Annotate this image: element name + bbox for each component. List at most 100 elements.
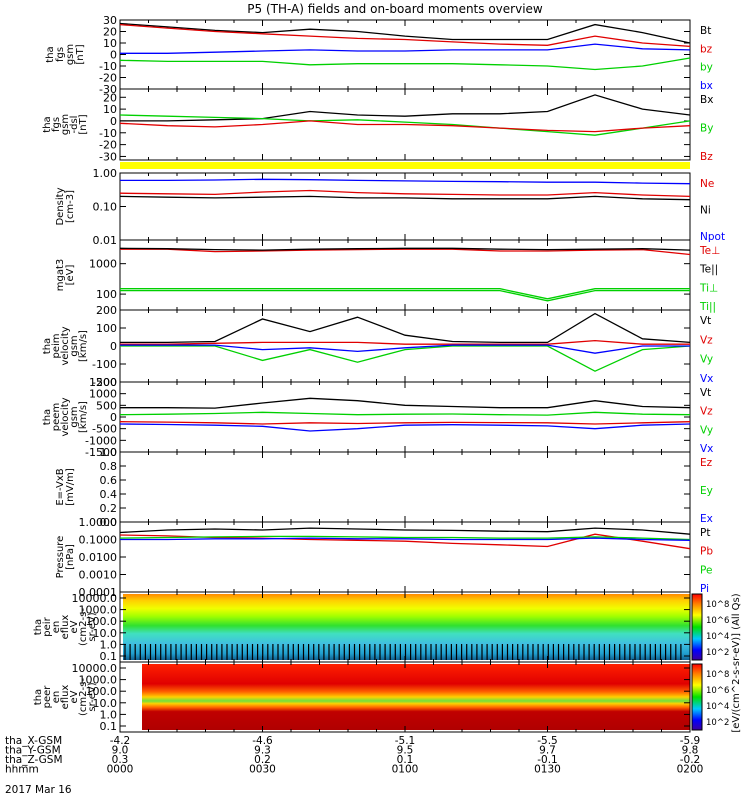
panel-frame bbox=[119, 172, 691, 241]
legend-entry: Ti⊥ bbox=[699, 282, 718, 294]
y-tick-label: 0.1 bbox=[100, 720, 118, 733]
y-tick-label: 10 bbox=[103, 103, 117, 116]
y-axis-label: (cm2-s- bbox=[78, 608, 89, 646]
y-axis-label: [nT] bbox=[75, 44, 86, 64]
y-tick-label: 1.0 bbox=[100, 708, 118, 721]
y-tick-label: 0.0100 bbox=[79, 551, 118, 564]
series-line-peem_velocity-2 bbox=[119, 411, 691, 416]
peer_spectrogram-image bbox=[142, 664, 690, 730]
y-axis-label: (cm2-s- bbox=[78, 678, 89, 716]
series-line-peim_velocity-1 bbox=[120, 339, 690, 345]
legend-entry: Ex bbox=[700, 513, 713, 525]
y-tick-label: 20 bbox=[103, 26, 117, 39]
y-tick-label: 0.0001 bbox=[79, 586, 118, 599]
legend-entry: Te⊥ bbox=[699, 245, 720, 257]
y-axis-label: peem bbox=[51, 403, 62, 431]
y-axis-label: E=-VxB bbox=[55, 468, 66, 505]
footer-row-label: tha_Z-GSM bbox=[5, 754, 63, 766]
y-tick-label: 100 bbox=[96, 288, 117, 301]
panel-density: 1.00 0.10 0.01 Density[cm-3] Ne Ni Npot bbox=[55, 167, 725, 247]
y-tick-label: 0.1 bbox=[100, 650, 118, 663]
series-line-fgs_gsm_dsl-0 bbox=[120, 94, 691, 122]
footer-value: 9.3 bbox=[254, 745, 271, 757]
y-axis-label: Pressure bbox=[55, 536, 66, 579]
series-line-peem_velocity-3 bbox=[119, 423, 691, 432]
y-axis-label: -dsl bbox=[69, 116, 80, 134]
panel-frame bbox=[119, 521, 691, 593]
y-tick-label: 0.0 bbox=[100, 516, 118, 529]
y-axis-label: tha bbox=[42, 116, 53, 132]
legend-entry: Vy bbox=[700, 424, 713, 436]
peir_spectrogram-image bbox=[123, 594, 690, 660]
footer-value: 0.1 bbox=[397, 754, 414, 766]
y-tick-label: 1500 bbox=[89, 376, 117, 389]
series-line-mom_temp-3 bbox=[120, 289, 690, 302]
legend-entry: Pi bbox=[700, 583, 709, 595]
y-axis-label: velocity bbox=[60, 326, 71, 365]
legend-entry: bx bbox=[700, 80, 713, 92]
y-tick-label: 100 bbox=[96, 322, 117, 335]
legend-entry: Vx bbox=[700, 443, 713, 455]
y-tick-label: 1.0 bbox=[100, 446, 118, 459]
y-tick-label: -200 bbox=[92, 376, 117, 389]
y-tick-label: -1500 bbox=[85, 446, 117, 459]
footer-value: 0030 bbox=[249, 764, 276, 776]
y-tick-label: -20 bbox=[99, 72, 117, 85]
y-tick-label: -10 bbox=[99, 60, 117, 73]
y-tick-label: 0.10 bbox=[93, 201, 118, 214]
y-tick-label: 10000.0 bbox=[72, 662, 118, 675]
legend-entry: Ey bbox=[700, 485, 713, 497]
y-tick-label: 0 bbox=[110, 49, 117, 62]
y-tick-label: 1.0000 bbox=[79, 516, 118, 529]
footer-value: 0.2 bbox=[254, 754, 271, 766]
footer-value: -0.1 bbox=[537, 754, 558, 766]
y-axis-label: gsm bbox=[60, 114, 71, 135]
legend-entry: Ni bbox=[700, 205, 711, 217]
y-tick-label: 500 bbox=[96, 399, 117, 412]
y-tick-label: 30 bbox=[103, 14, 117, 27]
footer-value: -5.1 bbox=[395, 735, 416, 747]
colorbar-tick-label: 10^8 bbox=[706, 670, 729, 680]
colorbar-2 bbox=[691, 663, 703, 731]
y-axis-label: gsm bbox=[69, 406, 80, 427]
y-tick-label: 10 bbox=[103, 37, 117, 50]
footer-value: -4.6 bbox=[252, 735, 273, 747]
colorbar-tick-label: 10^4 bbox=[706, 702, 729, 712]
y-tick-label: 1000.0 bbox=[79, 674, 118, 687]
colorbar-tick-label: 10^6 bbox=[706, 616, 729, 626]
legend-entry: Vz bbox=[700, 406, 713, 418]
series-line-peim_velocity-3 bbox=[120, 344, 690, 354]
status-bar bbox=[120, 162, 690, 169]
y-axis-label: Density bbox=[55, 187, 66, 225]
footer-value: 0100 bbox=[392, 764, 419, 776]
y-axis-label: peim bbox=[51, 333, 62, 358]
series-line-peim_velocity-2 bbox=[120, 345, 691, 372]
y-axis-label: tha bbox=[42, 338, 53, 354]
legend-entry: Pe bbox=[700, 564, 712, 576]
footer-value: 0200 bbox=[677, 764, 704, 776]
legend-entry: Bz bbox=[700, 151, 713, 163]
panel-pressure: 1.0000 0.1000 0.0100 0.0010 0.0001 Pressure[n… bbox=[55, 516, 713, 599]
y-tick-label: 10000.0 bbox=[72, 592, 118, 605]
series-line-mom_temp-1 bbox=[119, 247, 691, 251]
y-tick-label: 0 bbox=[110, 115, 117, 128]
series-line-mom_temp-2 bbox=[120, 288, 690, 300]
y-tick-label: 1000.0 bbox=[79, 604, 118, 617]
y-axis-label: velocity bbox=[60, 397, 71, 436]
colorbar-tick-label: 10^4 bbox=[706, 632, 729, 642]
y-axis-label: gsm bbox=[69, 335, 80, 356]
y-axis-label: en bbox=[51, 621, 62, 634]
y-tick-label: -1000 bbox=[85, 434, 117, 447]
y-tick-label: 1000 bbox=[89, 258, 117, 271]
y-tick-label: -20 bbox=[99, 139, 117, 152]
y-tick-label: 100.0 bbox=[86, 615, 118, 628]
colorbar-1 bbox=[691, 593, 703, 661]
legend-entry: by bbox=[700, 62, 713, 74]
y-tick-label: 1.00 bbox=[93, 167, 118, 180]
footer-value: 9.0 bbox=[112, 745, 129, 757]
